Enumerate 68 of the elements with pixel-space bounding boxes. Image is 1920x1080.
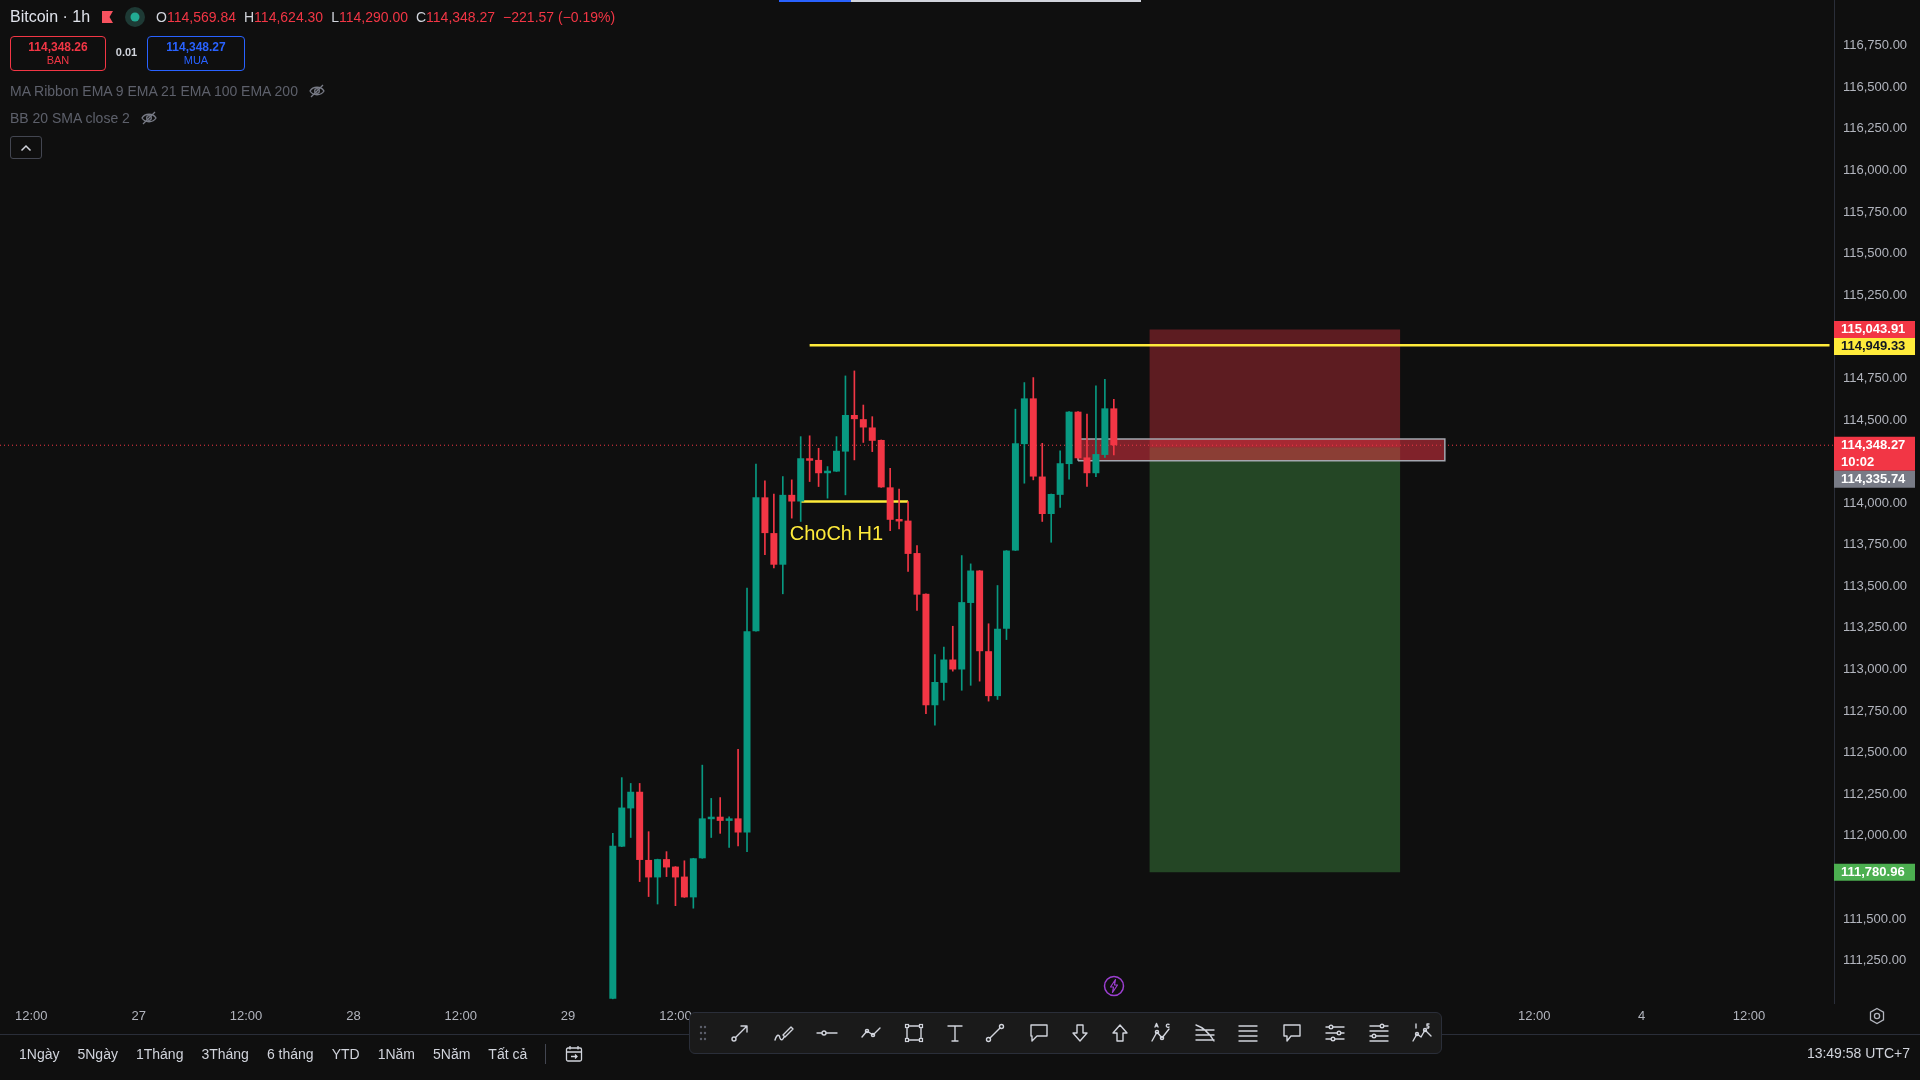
text: 1Tháng bbox=[135, 1046, 184, 1062]
annotation: H114,624.30 bbox=[243, 9, 324, 25]
y-tick-label: 113,500.00 bbox=[1843, 577, 1908, 593]
y-tick-label: 115,500.00 bbox=[1843, 245, 1908, 261]
x-tick-label: 28 bbox=[346, 1008, 361, 1024]
text: Bitcoin · 1h bbox=[10, 8, 91, 26]
y-tick-label: 112,750.00 bbox=[1843, 702, 1908, 718]
annotation: O114,569.84 bbox=[156, 9, 236, 25]
y-tick-label: 114,500.00 bbox=[1843, 411, 1908, 427]
text: 114,335.74 bbox=[1841, 470, 1907, 486]
y-tick-label: 111,500.00 bbox=[1843, 910, 1907, 926]
annotation: 114,348.27 bbox=[166, 40, 226, 54]
y-tick-label: 115,250.00 bbox=[1843, 286, 1908, 302]
y-tick-label: 113,250.00 bbox=[1843, 619, 1908, 635]
text: Tất cả bbox=[488, 1046, 528, 1062]
candlestick bbox=[1092, 385, 1100, 477]
y-tick-label: 115,750.00 bbox=[1843, 203, 1908, 219]
text: 3Tháng bbox=[201, 1046, 249, 1062]
x-tick-label: 29 bbox=[560, 1008, 576, 1024]
y-tick-label: 111,250.00 bbox=[1843, 952, 1907, 968]
annotation: L114,290.00 bbox=[331, 9, 408, 25]
x-tick-label: 12:00 bbox=[659, 1008, 692, 1024]
text: YTD bbox=[331, 1046, 360, 1062]
annotation: BAN bbox=[46, 54, 70, 67]
annotation: MUA bbox=[183, 54, 209, 67]
series-label: ChoCh H1 bbox=[789, 522, 884, 545]
text: 5Ngày bbox=[77, 1046, 118, 1062]
annotation: C114,348.27 bbox=[415, 9, 496, 25]
x-tick-label: 4 bbox=[1638, 1008, 1646, 1024]
x-tick-label: 12:00 bbox=[229, 1008, 263, 1024]
candlestick bbox=[859, 404, 867, 443]
ref-line-label: 114,348.27 10:02 bbox=[1841, 436, 1906, 469]
candlestick bbox=[949, 625, 957, 672]
annotation: 0.01 bbox=[114, 46, 139, 58]
text: 114,949.33 bbox=[1841, 338, 1906, 354]
y-tick-label: 113,000.00 bbox=[1843, 661, 1908, 677]
x-tick-label: 12:00 bbox=[444, 1008, 478, 1024]
y-tick-label: 114,000.00 bbox=[1843, 494, 1908, 510]
y-tick-label: 116,000.00 bbox=[1843, 162, 1908, 178]
y-tick-label: 112,500.00 bbox=[1843, 744, 1908, 760]
annotation: BB 20 SMA close 2 bbox=[10, 110, 130, 126]
y-tick-label: 116,750.00 bbox=[1843, 37, 1908, 53]
candlestick bbox=[725, 816, 733, 848]
annotation: MA Ribbon EMA 9 EMA 21 EMA 100 EMA 200 bbox=[10, 83, 298, 99]
text: 111,780.96 bbox=[1841, 863, 1905, 879]
y-tick-label: 113,750.00 bbox=[1843, 536, 1908, 552]
text: 13:49:58 UTC+7 bbox=[1806, 1045, 1910, 1061]
y-tick-label: 112,250.00 bbox=[1843, 785, 1908, 801]
annotation: 114,348.26 bbox=[28, 40, 88, 54]
y-tick-label: 116,500.00 bbox=[1843, 78, 1908, 94]
text: 1Năm bbox=[377, 1046, 415, 1062]
candlestick bbox=[788, 479, 796, 519]
sell-button: 114,348.26 BAN bbox=[10, 36, 106, 71]
x-tick-label: 27 bbox=[131, 1008, 146, 1024]
y-tick-label: 116,250.00 bbox=[1843, 120, 1908, 136]
text: 115,043.91 bbox=[1841, 321, 1906, 337]
text: 5Năm bbox=[432, 1046, 471, 1062]
text: 6 tháng bbox=[266, 1046, 314, 1062]
x-tick-label: 12:00 bbox=[15, 1008, 48, 1024]
candlestick bbox=[734, 749, 742, 847]
y-tick-label: 114,750.00 bbox=[1843, 369, 1908, 385]
x-tick-label: 12:00 bbox=[1732, 1008, 1766, 1024]
annotation: −221.57 (−0.19%) bbox=[503, 9, 616, 25]
text: 1Ngày bbox=[19, 1046, 60, 1062]
y-tick-label: 112,000.00 bbox=[1843, 827, 1908, 843]
x-tick-label: 12:00 bbox=[1518, 1008, 1551, 1024]
buy-button: 114,348.27 MUA bbox=[147, 36, 245, 71]
candlestick bbox=[716, 797, 724, 834]
